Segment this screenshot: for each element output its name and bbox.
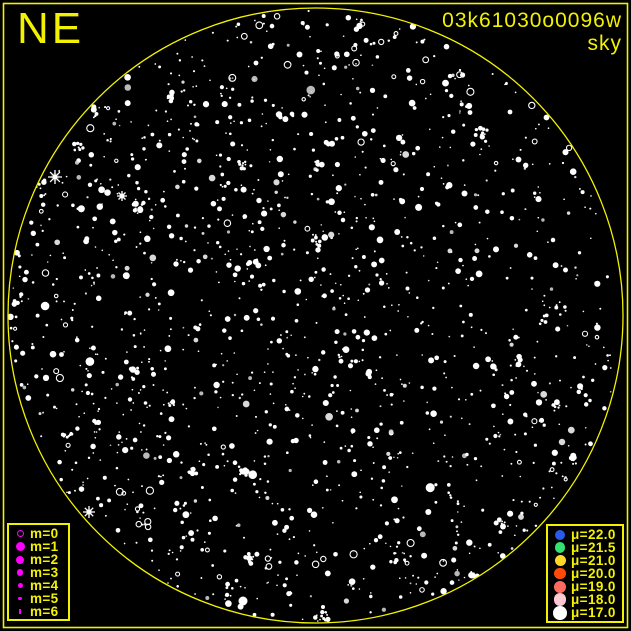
mu-dot-icon: [553, 593, 567, 606]
mu-legend: μ=22.0 μ=21.5 μ=21.0 μ=20.0 μ=19.0 μ=18.0 μ=17…: [546, 524, 624, 623]
legend-label: μ=22.0: [571, 527, 616, 542]
magnitude-dot-icon: [18, 596, 22, 601]
magnitude-dot-icon: [15, 542, 25, 551]
legend-row: m=3: [10, 566, 67, 579]
legend-row: μ=19.0: [549, 580, 621, 593]
legend-marker-cell: [549, 606, 571, 620]
legend-label: m=5: [30, 591, 59, 606]
legend-label: m=2: [30, 552, 59, 567]
legend-row: m=1: [10, 540, 67, 553]
mu-dot-icon: [554, 567, 566, 580]
aperture-circle: [7, 7, 624, 624]
mu-dot-icon: [554, 580, 566, 593]
legend-label: m=0: [30, 526, 59, 541]
magnitude-dot-icon: [16, 555, 24, 564]
legend-label: μ=18.0: [571, 592, 616, 607]
legend-marker-cell: [10, 569, 30, 576]
title-block: 03k61030o0096w sky: [442, 9, 622, 55]
legend-marker-cell: [10, 596, 30, 601]
legend-label: μ=21.0: [571, 553, 616, 568]
magnitude-legend: m=0 m=1 m=2 m=3 m=4 m=5 m=6: [7, 523, 70, 621]
legend-marker-cell: [10, 609, 30, 614]
legend-label: m=1: [30, 539, 59, 554]
legend-row: m=6: [10, 605, 67, 618]
mu-dot-icon: [555, 529, 565, 540]
starfield: [8, 9, 612, 623]
legend-marker-cell: [549, 593, 571, 606]
magnitude-dash-icon: [19, 609, 21, 614]
legend-marker-cell: [549, 580, 571, 593]
legend-marker-cell: [10, 530, 30, 537]
legend-label: m=4: [30, 578, 59, 593]
legend-row: μ=17.0: [549, 606, 621, 620]
orientation-label: NE: [17, 4, 85, 53]
legend-row: m=4: [10, 579, 67, 592]
legend-label: μ=20.0: [571, 566, 616, 581]
legend-label: m=6: [30, 604, 59, 619]
mu-dot-icon: [554, 542, 566, 553]
legend-row: μ=22.0: [549, 528, 621, 541]
legend-marker-cell: [10, 555, 30, 564]
legend-label: μ=21.5: [571, 540, 616, 555]
legend-marker-cell: [10, 583, 30, 588]
mu-dot-icon: [553, 606, 567, 620]
plot-subtitle: sky: [587, 32, 622, 55]
legend-label: μ=17.0: [571, 605, 616, 621]
legend-marker-cell: [10, 542, 30, 551]
legend-marker-cell: [549, 542, 571, 553]
plot-title: 03k61030o0096w: [442, 9, 622, 32]
legend-row: m=2: [10, 553, 67, 566]
legend-row: μ=21.5: [549, 541, 621, 554]
legend-row: μ=20.0: [549, 567, 621, 580]
legend-marker-cell: [549, 567, 571, 580]
legend-row: m=0: [10, 527, 67, 540]
legend-row: μ=21.0: [549, 554, 621, 567]
legend-marker-cell: [549, 529, 571, 540]
magnitude-dot-icon: [17, 583, 23, 588]
legend-marker-cell: [549, 555, 571, 566]
magnitude-dot-icon: [16, 569, 24, 576]
mu-dot-icon: [554, 555, 566, 566]
legend-row: μ=18.0: [549, 593, 621, 606]
legend-row: m=5: [10, 592, 67, 605]
legend-label: m=3: [30, 565, 59, 580]
legend-label: μ=19.0: [571, 579, 616, 594]
magnitude-ring-icon: [16, 530, 24, 537]
